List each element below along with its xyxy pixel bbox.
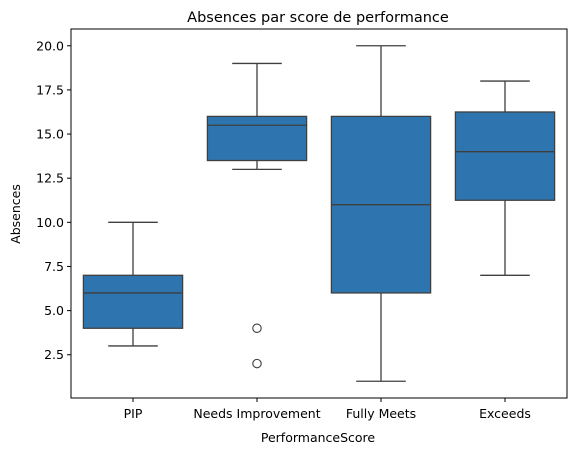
plot-frame xyxy=(71,29,567,398)
y-tick-label: 12.5 xyxy=(36,171,64,186)
box xyxy=(207,116,306,160)
x-tick-label: Fully Meets xyxy=(346,406,416,421)
x-axis: PIP Needs Improvement Fully Meets Exceeds xyxy=(124,398,531,421)
y-tick-label: 10.0 xyxy=(36,215,64,230)
box-group xyxy=(83,222,182,346)
box-group xyxy=(207,63,306,367)
box-group xyxy=(331,46,430,381)
box-group xyxy=(455,81,554,275)
y-tick-label: 15.0 xyxy=(36,127,64,142)
box xyxy=(83,275,182,328)
chart-title: Absences par score de performance xyxy=(187,10,449,26)
x-tick-label: Needs Improvement xyxy=(193,406,320,421)
x-tick-label: Exceeds xyxy=(479,406,531,421)
y-tick-label: 5.0 xyxy=(44,303,64,318)
outlier-point xyxy=(253,324,261,332)
y-axis-label: Absences xyxy=(8,184,23,244)
x-tick-label: PIP xyxy=(124,406,143,421)
y-tick-label: 2.5 xyxy=(44,347,64,362)
y-tick-label: 17.5 xyxy=(36,82,64,97)
plot-area xyxy=(83,46,554,381)
y-tick-label: 20.0 xyxy=(36,38,64,53)
y-axis: 2.5 5.0 7.5 10.0 12.5 15.0 17.5 20.0 xyxy=(36,38,71,362)
outlier-point xyxy=(253,359,261,367)
x-axis-label: PerformanceScore xyxy=(261,430,376,445)
y-tick-label: 7.5 xyxy=(44,259,64,274)
box xyxy=(455,112,554,200)
